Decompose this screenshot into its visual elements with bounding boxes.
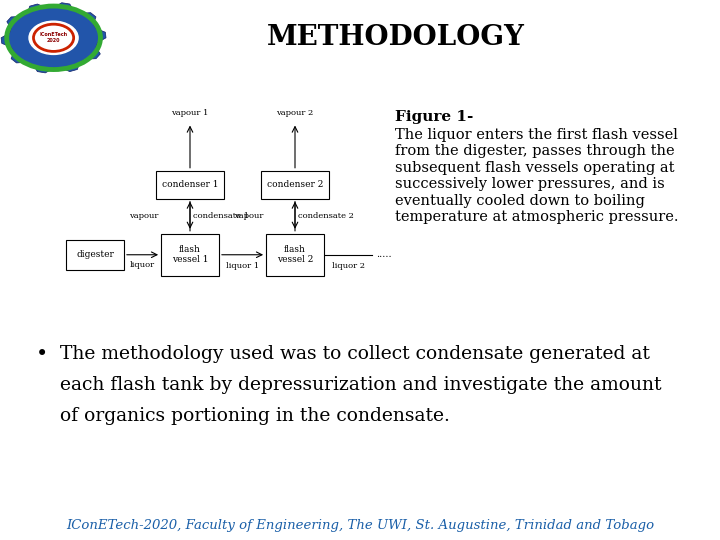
- Text: condenser 1: condenser 1: [162, 180, 218, 189]
- Text: digester: digester: [76, 250, 114, 259]
- Text: The methodology used was to collect condensate generated at: The methodology used was to collect cond…: [60, 345, 650, 363]
- Text: from the digester, passes through the: from the digester, passes through the: [395, 144, 675, 158]
- Text: The liquor enters the first flash vessel: The liquor enters the first flash vessel: [395, 127, 678, 141]
- FancyBboxPatch shape: [156, 171, 224, 199]
- Text: liquor 1: liquor 1: [226, 262, 259, 270]
- Text: METHODOLOGY: METHODOLOGY: [267, 24, 525, 51]
- Text: •: •: [36, 345, 48, 364]
- Text: .....: .....: [376, 250, 392, 259]
- FancyBboxPatch shape: [266, 234, 324, 276]
- Text: flash
vessel 2: flash vessel 2: [276, 245, 313, 265]
- FancyBboxPatch shape: [161, 234, 219, 276]
- Text: vapour: vapour: [233, 212, 263, 220]
- Text: condensate 1: condensate 1: [193, 212, 249, 220]
- Text: condensate 2: condensate 2: [298, 212, 354, 220]
- Text: condenser 2: condenser 2: [267, 180, 323, 189]
- Text: liquor: liquor: [130, 261, 155, 269]
- Text: liquor 2: liquor 2: [331, 262, 364, 270]
- Text: flash
vessel 1: flash vessel 1: [172, 245, 208, 265]
- Circle shape: [29, 21, 78, 55]
- Text: IConETech-2020, Faculty of Engineering, The UWI, St. Augustine, Trinidad and Tob: IConETech-2020, Faculty of Engineering, …: [66, 519, 654, 532]
- Text: of organics portioning in the condensate.: of organics portioning in the condensate…: [60, 407, 450, 425]
- Text: IConETech
2020: IConETech 2020: [40, 32, 68, 43]
- Text: successively lower pressures, and is: successively lower pressures, and is: [395, 177, 665, 191]
- Circle shape: [45, 32, 63, 44]
- Text: temperature at atmospheric pressure.: temperature at atmospheric pressure.: [395, 210, 678, 224]
- FancyBboxPatch shape: [66, 240, 124, 270]
- FancyBboxPatch shape: [261, 171, 329, 199]
- Circle shape: [41, 30, 55, 38]
- Text: Figure 1-: Figure 1-: [395, 110, 473, 124]
- Text: vapour 2: vapour 2: [276, 109, 314, 117]
- Text: vapour: vapour: [129, 212, 158, 220]
- Text: each flash tank by depressurization and investigate the amount: each flash tank by depressurization and …: [60, 376, 662, 394]
- Text: vapour 1: vapour 1: [171, 109, 209, 117]
- Text: subsequent flash vessels operating at: subsequent flash vessels operating at: [395, 161, 675, 174]
- Text: eventually cooled down to boiling: eventually cooled down to boiling: [395, 194, 645, 208]
- Polygon shape: [1, 3, 106, 73]
